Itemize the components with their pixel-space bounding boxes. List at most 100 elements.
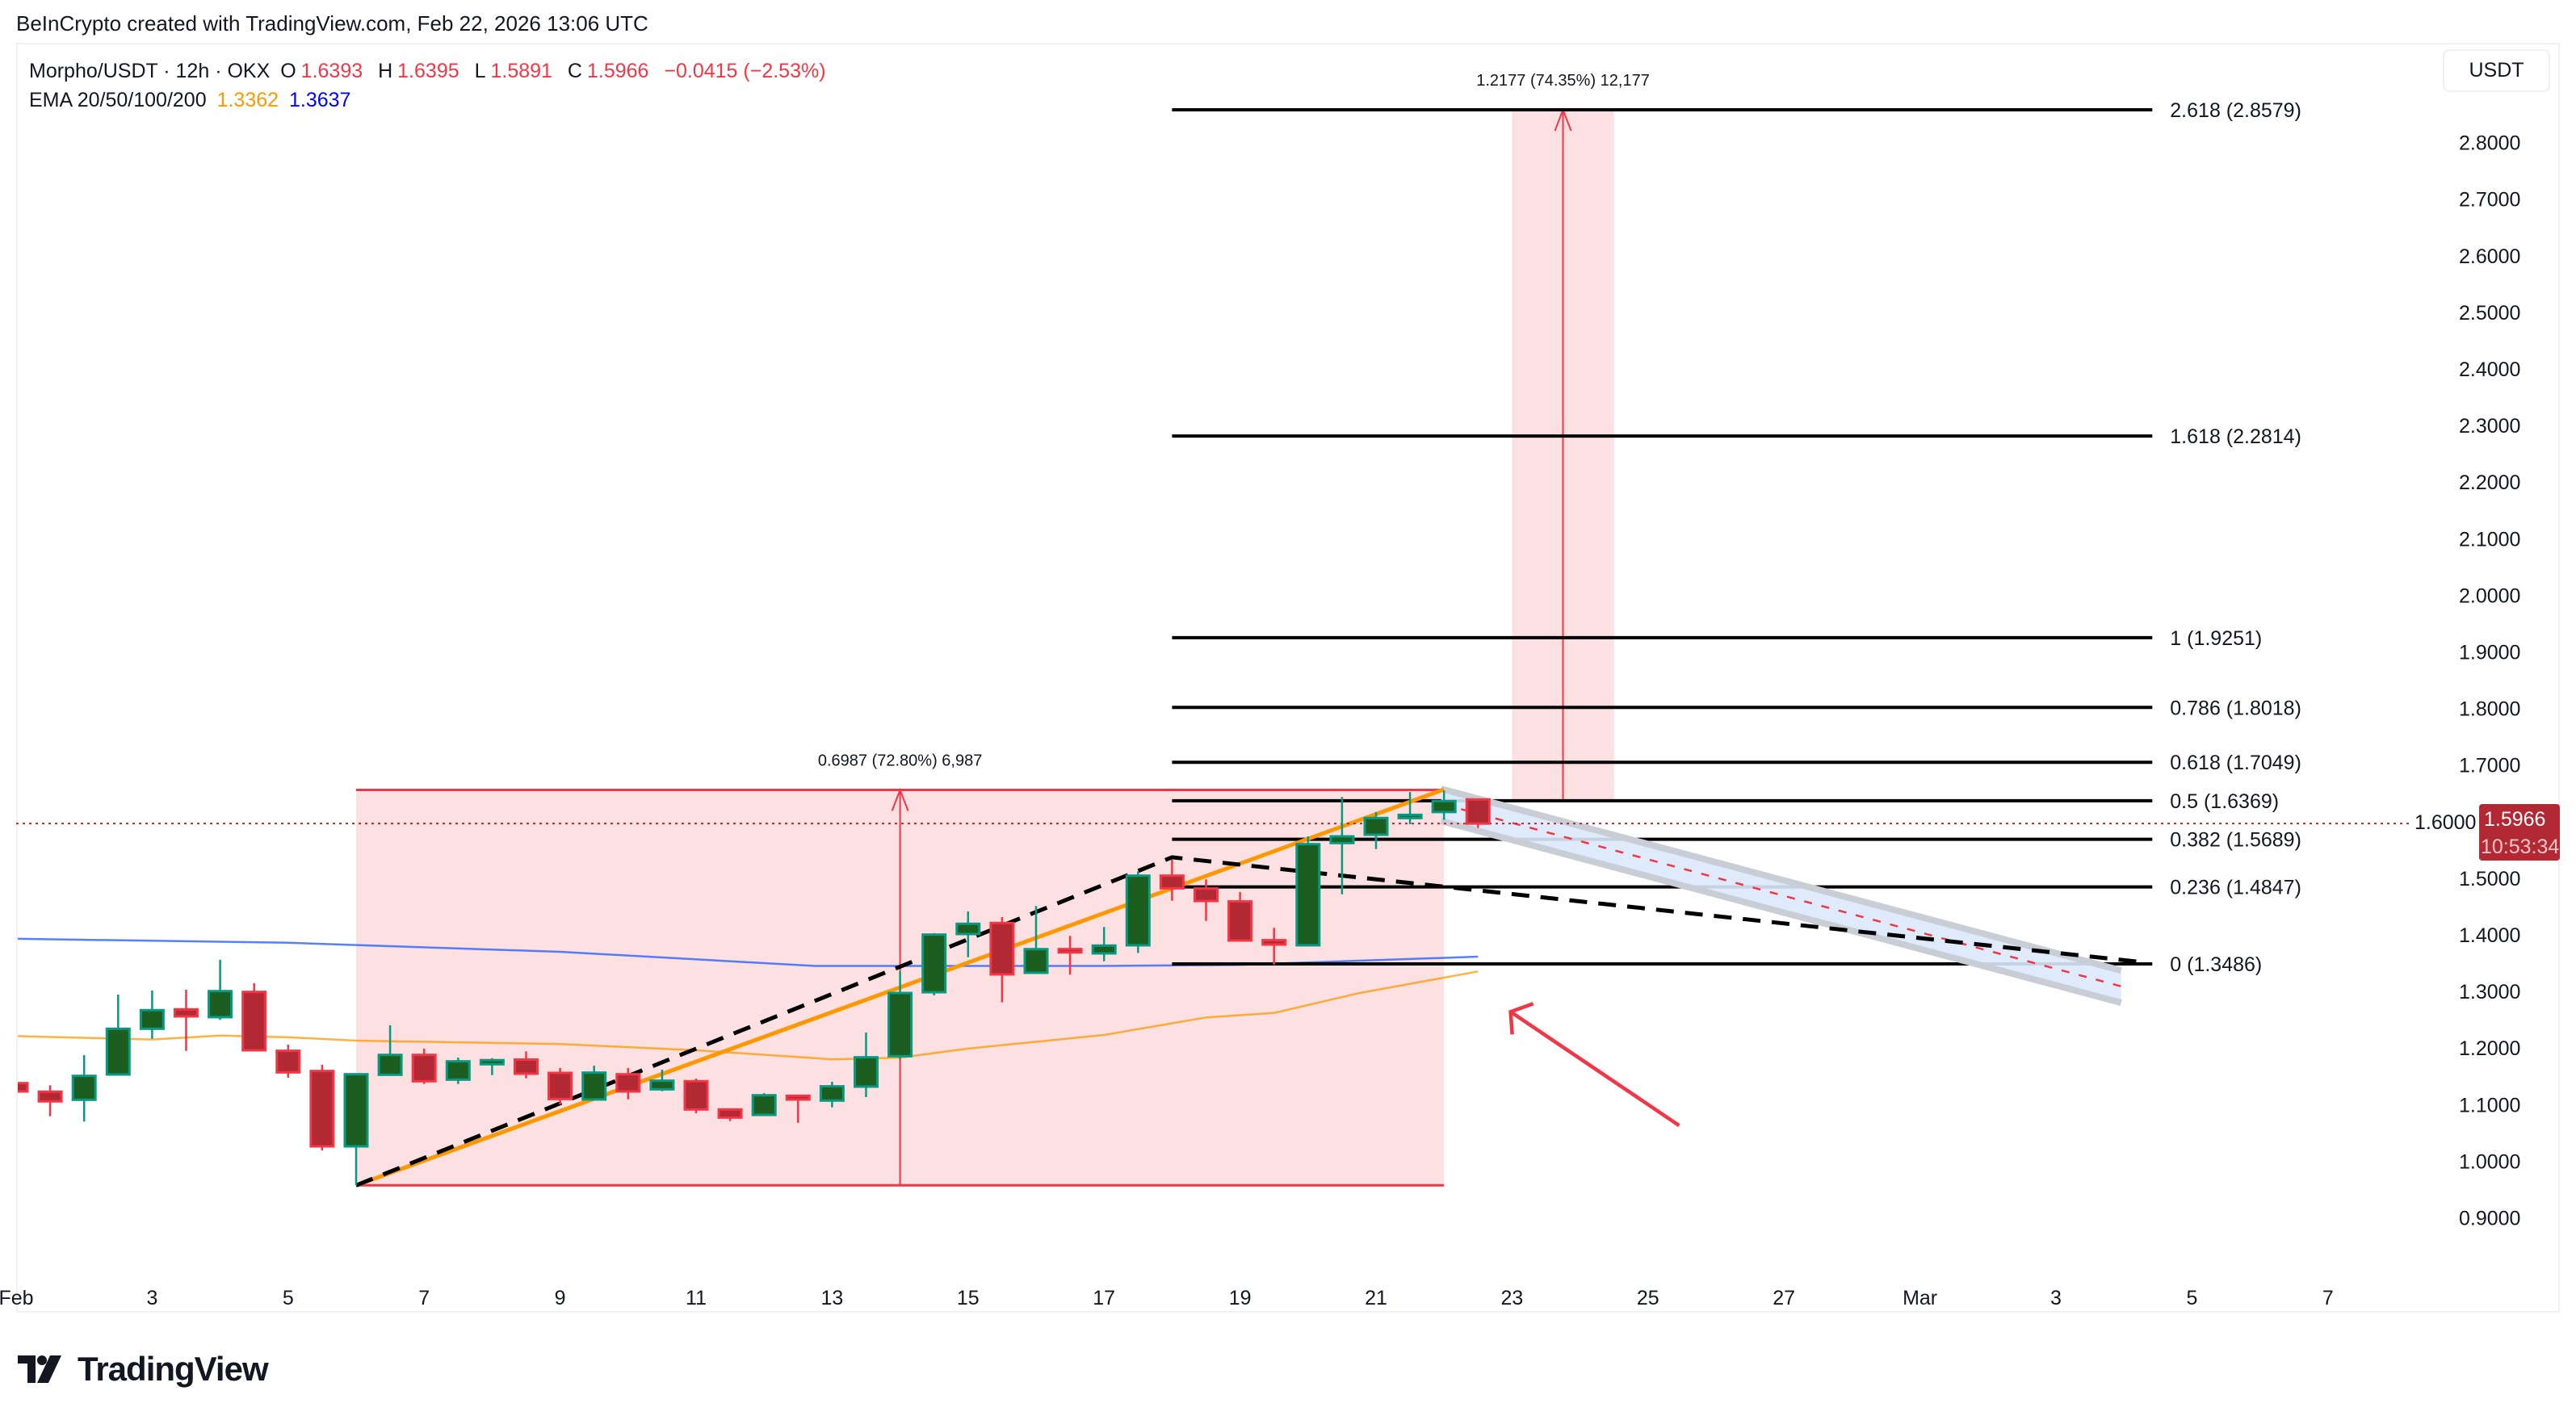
time-tick-label: 7 xyxy=(2322,1287,2334,1309)
price-tick-label: 1.5000 xyxy=(2459,868,2520,890)
candle-down xyxy=(785,1094,811,1101)
fib-level-label: 0.618 (1.7049) xyxy=(2170,752,2301,774)
candle-up xyxy=(854,1056,879,1088)
annotations: 0.6987 (72.80%) 6,987 1.2177 (74.35%) 12,… xyxy=(818,72,1680,1128)
price-axis[interactable]: 0.9000 1.0000 1.1000 1.2000 1.3000 1.4000 1.50… xyxy=(2414,132,2520,1230)
channel-midline xyxy=(1460,808,2122,987)
candle-down xyxy=(275,1049,301,1074)
time-tick-label: 3 xyxy=(2050,1287,2062,1309)
time-tick-label: 11 xyxy=(686,1287,707,1309)
measure-arrowhead xyxy=(891,787,909,811)
candle-up xyxy=(479,1058,505,1066)
candle-up xyxy=(887,991,913,1058)
tradingview-logo-icon xyxy=(18,1355,61,1383)
close-value: C 1.5966 xyxy=(567,60,649,82)
low-value: L 1.5891 xyxy=(474,60,552,82)
price-tick-label: 2.1000 xyxy=(2459,528,2520,551)
candle-down xyxy=(1227,900,1253,942)
fib-level-label: 0.236 (1.4847) xyxy=(2170,877,2301,899)
candle-down xyxy=(548,1071,573,1100)
candle-down xyxy=(989,921,1015,976)
time-tick-label: 7 xyxy=(418,1287,430,1309)
last-price-badge xyxy=(2479,804,2560,861)
candle-down xyxy=(241,991,267,1052)
candle-down xyxy=(683,1079,709,1111)
candle-up xyxy=(1023,948,1049,974)
fib-level-label: 0.382 (1.5689) xyxy=(2170,829,2301,852)
candle-down xyxy=(1057,948,1083,954)
candle-up xyxy=(1397,813,1423,819)
time-tick-label: 13 xyxy=(820,1287,843,1309)
ohlc-row: Morpho/USDT · 12h · OKX O 1.6393 H 1.6395 … xyxy=(29,57,831,86)
candle-up xyxy=(1431,799,1457,814)
candle-down xyxy=(717,1108,743,1119)
measure-tools xyxy=(356,107,1614,1187)
last-price-marker: 1.5966 10:53:34 xyxy=(2479,804,2560,861)
candle-down xyxy=(514,1058,539,1075)
candle-up xyxy=(1295,843,1321,947)
ema-title[interactable]: EMA 20/50/100/200 xyxy=(29,89,207,111)
currency-button[interactable]: USDT xyxy=(2443,49,2550,92)
chart-panel xyxy=(16,43,2560,1313)
price-tick-label: 1.9000 xyxy=(2459,641,2520,664)
bar-countdown: 10:53:34 xyxy=(2481,836,2559,858)
fib-level-label: 0.786 (1.8018) xyxy=(2170,697,2301,719)
candle-up xyxy=(955,922,981,936)
candle-up xyxy=(1329,835,1355,844)
fib-level-label: 0.5 (1.6369) xyxy=(2170,790,2279,813)
candle-up xyxy=(1091,944,1117,955)
candle-up xyxy=(751,1094,777,1116)
candle-up xyxy=(208,990,233,1019)
time-tick-label: 21 xyxy=(1365,1287,1387,1309)
price-tick-label: 2.8000 xyxy=(2459,132,2520,155)
candle-down xyxy=(1261,939,1287,946)
price-tick-label: 1.1000 xyxy=(2459,1094,2520,1116)
open-value: O 1.6393 xyxy=(280,60,363,82)
time-tick-label: 25 xyxy=(1637,1287,1659,1309)
price-tick-label: 2.2000 xyxy=(2459,471,2520,494)
time-tick-label: Feb xyxy=(0,1287,34,1309)
price-tick-label: 1.8000 xyxy=(2459,698,2520,721)
candle-up xyxy=(377,1054,403,1076)
time-tick-label: 17 xyxy=(1093,1287,1115,1309)
channel-fill xyxy=(1441,789,2121,1003)
candle-down xyxy=(37,1090,63,1103)
candle-up xyxy=(1125,874,1151,947)
annotation-arrowhead xyxy=(1508,1002,1534,1035)
candle-up xyxy=(921,933,947,994)
time-axis[interactable]: Feb 3 5 7 9 11 13 15 17 19 21 23 25 27 Mar 3 5 7 xyxy=(0,1287,2334,1309)
tradingview-logo[interactable]: TradingView xyxy=(18,1350,269,1389)
channel-upper-edge xyxy=(1440,786,2122,974)
candle-up xyxy=(649,1079,675,1091)
price-tick-label: 1.4000 xyxy=(2459,924,2520,947)
candle-up xyxy=(445,1060,471,1081)
fib-extension: 2.618 (2.8579) 1.618 (2.2814) 1 (1.9251) 0.… xyxy=(1172,99,2301,976)
measure-label: 0.6987 (72.80%) 6,987 xyxy=(818,752,983,770)
change-value: −0.0415 (−2.53%) xyxy=(664,60,826,82)
fib-level-label: 1 (1.9251) xyxy=(2170,627,2262,650)
time-tick-label: 9 xyxy=(555,1287,566,1309)
price-tick-label: 2.3000 xyxy=(2459,415,2520,438)
price-tick-label: 1.3000 xyxy=(2459,981,2520,1003)
time-tick-label: 3 xyxy=(146,1287,157,1309)
price-tick-label: 1.0000 xyxy=(2459,1150,2520,1173)
candle-down xyxy=(309,1070,335,1148)
candle-up xyxy=(1363,816,1389,836)
ema-row: EMA 20/50/100/200 1.3362 1.3637 xyxy=(29,86,831,115)
time-tick-label: 15 xyxy=(957,1287,980,1309)
candle-up xyxy=(71,1075,97,1101)
ema-orange-value: 1.3362 xyxy=(216,89,279,111)
fib-level-label: 1.618 (2.2814) xyxy=(2170,425,2301,448)
high-value: H 1.6395 xyxy=(378,60,459,82)
time-tick-label: 19 xyxy=(1229,1287,1252,1309)
price-tick-label: 2.7000 xyxy=(2459,189,2520,212)
chart-credit: BeInCrypto created with TradingView.com,… xyxy=(16,11,648,36)
candle-down xyxy=(18,1082,29,1093)
symbol-title[interactable]: Morpho/USDT · 12h · OKX xyxy=(29,60,271,82)
candle-up xyxy=(819,1085,845,1102)
time-tick-label: 23 xyxy=(1500,1287,1523,1309)
channel-lower-edge xyxy=(1440,818,2122,1006)
fib-level-label: 2.618 (2.8579) xyxy=(2170,99,2301,122)
measure-label: 1.2177 (74.35%) 12,177 xyxy=(1476,72,1650,90)
